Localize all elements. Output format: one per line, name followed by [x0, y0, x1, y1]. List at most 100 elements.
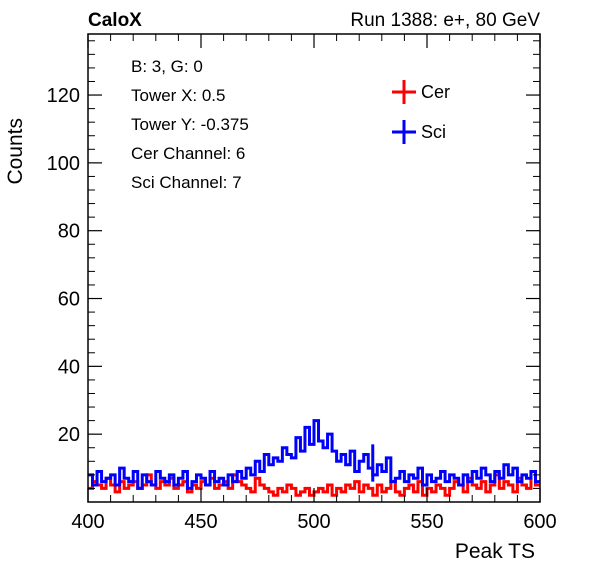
data-point-cer [505, 481, 507, 483]
axis-layer: 20 40 60 80 100 120 400 450 500 550 600 [47, 34, 557, 533]
data-point-cer [361, 491, 363, 493]
data-point-cer [297, 494, 299, 496]
data-point-sci [361, 461, 363, 463]
data-point-cer [293, 488, 295, 490]
data-point-cer [514, 491, 516, 493]
data-point-cer [478, 488, 480, 490]
data-point-cer [347, 484, 349, 486]
data-point-sci [456, 477, 458, 479]
data-point-sci [239, 471, 241, 473]
data-point-cer [519, 477, 521, 479]
data-point-cer [230, 488, 232, 490]
data-point-sci [315, 420, 317, 422]
data-point-sci [388, 457, 390, 459]
data-point-cer [243, 484, 245, 486]
data-point-sci [320, 440, 322, 442]
data-point-sci [266, 454, 268, 456]
data-point-sci [270, 464, 272, 466]
data-point-sci [94, 484, 96, 486]
data-point-cer [126, 488, 128, 490]
data-point-sci [510, 474, 512, 476]
data-point-sci [438, 477, 440, 479]
data-point-cer [144, 484, 146, 486]
data-point-cer [175, 488, 177, 490]
data-point-cer [419, 481, 421, 483]
data-point-sci [212, 471, 214, 473]
data-point-sci [442, 471, 444, 473]
data-point-cer [474, 484, 476, 486]
data-point-sci [103, 481, 105, 483]
data-point-sci [523, 474, 525, 476]
data-point-sci [306, 427, 308, 429]
data-point-cer [221, 484, 223, 486]
data-point-sci [519, 481, 521, 483]
data-point-cer [487, 491, 489, 493]
data-point-cer [198, 488, 200, 490]
data-point-sci [121, 467, 123, 469]
data-point-sci [202, 477, 204, 479]
data-point-sci [447, 481, 449, 483]
data-point-sci [153, 484, 155, 486]
data-point-sci [329, 433, 331, 435]
data-point-cer [388, 488, 390, 490]
data-point-cer [456, 481, 458, 483]
data-point-cer [202, 481, 204, 483]
data-point-cer [184, 481, 186, 483]
data-point-cer [523, 484, 525, 486]
data-point-cer [257, 477, 259, 479]
data-point-sci [193, 481, 195, 483]
data-point-cer [94, 481, 96, 483]
data-point-cer [447, 494, 449, 496]
y-tick-label: 120 [47, 85, 80, 107]
y-tick-label: 100 [47, 153, 80, 175]
data-point-sci [257, 461, 259, 463]
data-point-sci [460, 484, 462, 486]
data-point-sci [144, 474, 146, 476]
series-line-sci [88, 419, 540, 490]
data-point-cer [311, 494, 313, 496]
legend-label-sci: Sci [421, 122, 446, 142]
data-point-cer [338, 488, 340, 490]
data-point-cer [166, 484, 168, 486]
data-point-cer [189, 491, 191, 493]
data-point-cer [383, 491, 385, 493]
data-point-sci [162, 477, 164, 479]
y-tick-label: 80 [58, 221, 80, 243]
data-point-cer [433, 491, 435, 493]
data-point-cer [112, 484, 114, 486]
data-point-sci [180, 477, 182, 479]
data-point-cer [117, 491, 119, 493]
data-point-cer [288, 484, 290, 486]
data-point-cer [492, 484, 494, 486]
data-point-cer [315, 491, 317, 493]
data-point-sci [302, 450, 304, 452]
y-axis-label: Counts [4, 118, 27, 185]
data-point-sci [325, 447, 327, 449]
info-line-3: Tower Y: -0.375 [131, 115, 249, 134]
data-point-cer [379, 484, 381, 486]
data-point-cer [121, 481, 123, 483]
data-point-sci [275, 457, 277, 459]
data-point-sci [234, 481, 236, 483]
data-point-cer [252, 491, 254, 493]
data-point-sci [410, 474, 412, 476]
x-tick-label: 600 [523, 511, 556, 533]
data-point-sci [415, 477, 417, 479]
data-point-sci [157, 471, 159, 473]
data-point-sci [288, 454, 290, 456]
data-point-cer [424, 494, 426, 496]
data-point-cer [239, 481, 241, 483]
data-point-sci [528, 477, 530, 479]
data-point-sci [365, 454, 367, 456]
data-point-cer [451, 488, 453, 490]
data-point-cer [483, 481, 485, 483]
data-point-sci [166, 481, 168, 483]
data-point-sci [433, 481, 435, 483]
data-point-cer [162, 481, 164, 483]
legend-label-cer: Cer [421, 82, 450, 102]
data-point-cer [157, 488, 159, 490]
data-point-cer [415, 491, 417, 493]
data-point-cer [510, 484, 512, 486]
data-point-sci [248, 467, 250, 469]
data-point-sci [451, 474, 453, 476]
